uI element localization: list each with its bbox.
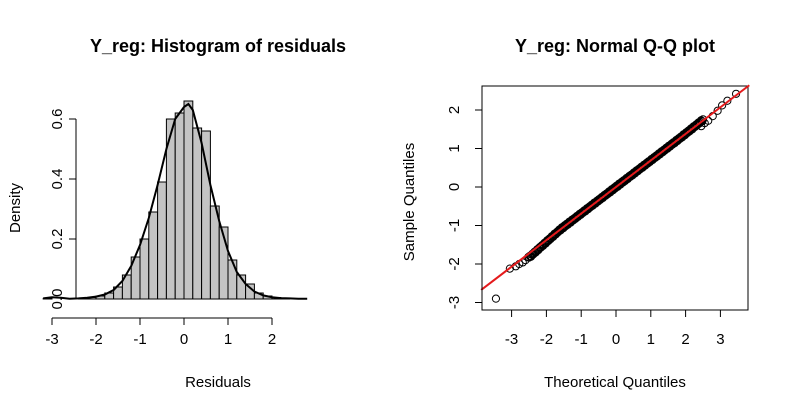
y-tick-label: -3 <box>446 296 463 309</box>
histogram-bar <box>209 205 220 300</box>
histogram-bar <box>148 211 159 300</box>
y-tick-label: 2 <box>446 106 463 114</box>
qq-y-axis: -3 -2 -1 0 1 2 <box>446 106 483 309</box>
qq-points <box>491 89 741 303</box>
histogram-x-axis: -3 -2 -1 0 1 2 <box>45 317 276 348</box>
x-tick-label: 0 <box>180 331 188 348</box>
qq-plot-panel: Y_reg: Normal Q-Q plot Theoretical Quant… <box>401 36 750 391</box>
qq-point <box>505 264 514 273</box>
x-tick-label: 3 <box>716 331 724 348</box>
histogram-bars <box>42 100 291 300</box>
qq-x-axis: -3 -2 -1 0 1 2 3 <box>505 309 725 348</box>
qq-plot-box <box>481 85 749 311</box>
qq-reference-line <box>480 84 750 291</box>
x-tick-label: -3 <box>45 331 58 348</box>
y-tick-label: -1 <box>446 219 463 232</box>
qq-point <box>491 294 501 303</box>
y-tick-label: 0.6 <box>49 109 66 130</box>
histogram-bar <box>192 127 203 300</box>
qq-title: Y_reg: Normal Q-Q plot <box>515 36 715 56</box>
histogram-bar <box>201 130 211 300</box>
histogram-y-axis: 0.0 0.2 0.4 0.6 <box>49 109 77 310</box>
y-tick-label: 0.0 <box>49 289 66 310</box>
x-tick-label: 0 <box>612 331 620 348</box>
x-tick-label: -1 <box>133 331 146 348</box>
y-tick-label: 1 <box>446 144 463 152</box>
histogram-title: Y_reg: Histogram of residuals <box>90 36 346 56</box>
y-tick-label: 0 <box>446 183 463 191</box>
qq-x-label: Theoretical Quantiles <box>544 374 686 391</box>
y-tick-label: 0.2 <box>49 229 66 250</box>
histogram-x-label: Residuals <box>185 374 251 391</box>
qq-point <box>718 101 727 110</box>
qq-point <box>713 106 722 115</box>
qq-y-label: Sample Quantiles <box>401 143 418 261</box>
x-tick-label: -1 <box>575 331 588 348</box>
x-tick-label: 2 <box>268 331 276 348</box>
x-tick-label: -2 <box>89 331 102 348</box>
histogram-bar <box>174 112 185 300</box>
histogram-bar <box>157 181 167 300</box>
y-tick-label: -2 <box>446 257 463 270</box>
density-curve <box>43 102 308 300</box>
qq-point <box>723 96 732 105</box>
histogram-bar <box>139 238 150 300</box>
x-tick-label: 1 <box>647 331 655 348</box>
x-tick-label: 2 <box>681 331 689 348</box>
x-tick-label: 1 <box>224 331 232 348</box>
histogram-bar <box>227 259 238 300</box>
histogram-bar <box>183 100 194 300</box>
histogram-panel: Y_reg: Histogram of residuals Residuals … <box>7 36 346 391</box>
x-tick-label: -3 <box>505 331 518 348</box>
histogram-y-label: Density <box>7 182 24 233</box>
y-tick-label: 0.4 <box>49 169 66 190</box>
x-tick-label: -2 <box>540 331 553 348</box>
